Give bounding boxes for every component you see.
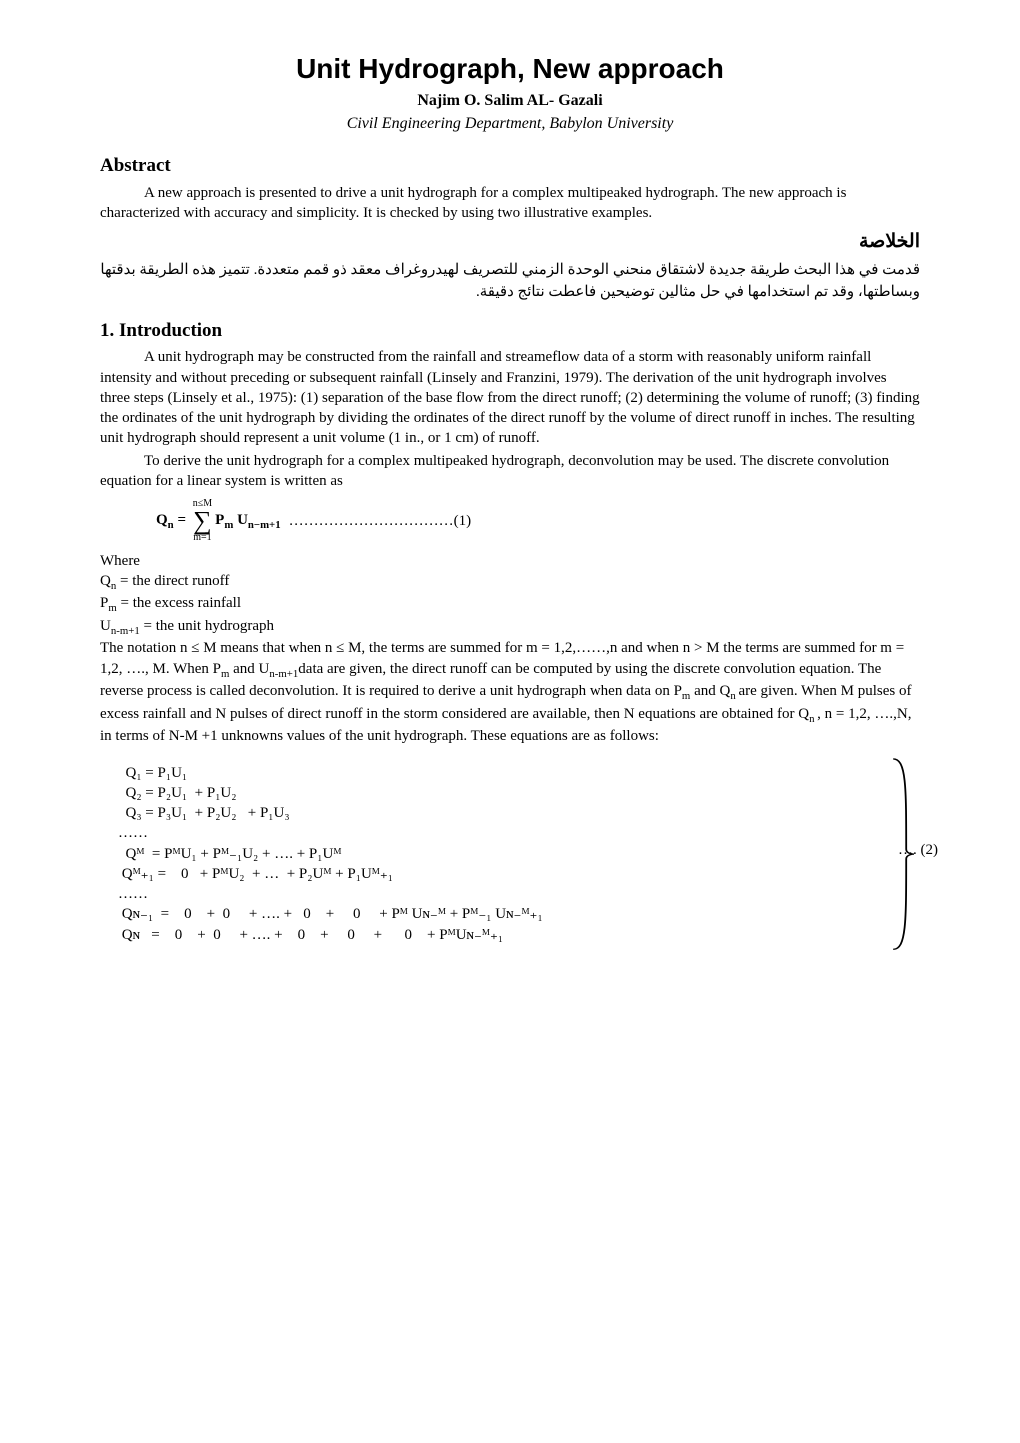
- affiliation-line: Civil Engineering Department, Babylon Un…: [100, 113, 920, 135]
- body2-sub-j: n: [809, 713, 817, 725]
- intro-paragraph-2: To derive the unit hydrograph for a comp…: [100, 451, 920, 492]
- where-line-2: Pm = the excess rainfall: [100, 593, 920, 616]
- eq1-lhs-sub: n: [168, 519, 174, 531]
- where-list: Qn = the direct runoff Pm = the excess r…: [100, 571, 920, 639]
- body2-sub-d: n-m+1: [269, 668, 298, 680]
- equation-system-2: Q₁ = P₁U₁ Q₂ = P₂U₁ + P₁U₂ Q₃ = P₃U₁ + P…: [100, 757, 920, 951]
- page-title: Unit Hydrograph, New approach: [100, 50, 920, 88]
- where-line-3: Un-m+1 = the unit hydrograph: [100, 616, 920, 639]
- abstract-body: A new approach is presented to drive a u…: [100, 183, 920, 224]
- system-row-1: Q₁ = P₁U₁: [118, 763, 884, 783]
- eq1-u-sym: U: [237, 512, 248, 528]
- sigma-icon: n≤M ∑ m=1: [193, 499, 212, 542]
- where-p-sub: m: [108, 602, 116, 614]
- where-line-1: Qn = the direct runoff: [100, 571, 920, 594]
- author-line: Najim O. Salim AL- Gazali: [100, 90, 920, 112]
- system-row-3: Q₃ = P₃U₁ + P₂U₂ + P₁U₃: [118, 803, 884, 823]
- body2-seg-g: and Q: [690, 683, 730, 699]
- equation-1-label: ……………………………(1): [289, 511, 472, 531]
- where-p-desc: = the excess rainfall: [117, 595, 241, 611]
- system-row-5: Qᴹ = PᴹU₁ + Pᴹ₋₁U₂ + …. + P₁Uᴹ: [118, 844, 884, 864]
- sigma-symbol: ∑: [193, 509, 212, 532]
- where-label: Where: [100, 551, 920, 571]
- eq1-lhs-sym: Q: [156, 512, 168, 528]
- eq1-u-sub: n−m+1: [248, 519, 281, 531]
- system-row-2: Q₂ = P₂U₁ + P₁U₂: [118, 783, 884, 803]
- equation-2-label: …. (2): [898, 840, 938, 860]
- system-row-6: Qᴹ₊₁ = 0 + PᴹU₂ + … + P₂Uᴹ + P₁Uᴹ₊₁: [118, 864, 884, 884]
- arabic-abstract-body: قدمت في هذا البحث طريقة جديدة لاشتقاق من…: [100, 259, 920, 304]
- eq1-lower-limit: m=1: [193, 533, 211, 543]
- introduction-heading: 1. Introduction: [100, 318, 920, 344]
- where-u-sym: U: [100, 618, 111, 634]
- equation-1: Qn = n≤M ∑ m=1 Pm Un−m+1 ……………………………(1): [156, 499, 920, 542]
- intro-paragraph-1: A unit hydrograph may be constructed fro…: [100, 347, 920, 448]
- body2-seg-c: and U: [229, 661, 269, 677]
- where-u-sub: n-m+1: [111, 625, 140, 637]
- system-row-8: Qɴ₋₁ = 0 + 0 + …. + 0 + 0 + Pᴹ Uɴ₋ᴹ + Pᴹ…: [118, 904, 884, 924]
- abstract-heading: Abstract: [100, 153, 920, 179]
- system-row-7: ……: [118, 884, 884, 904]
- body-paragraph-2: The notation n ≤ M means that when n ≤ M…: [100, 638, 920, 746]
- arabic-abstract-heading: الخلاصة: [100, 229, 920, 255]
- where-q-desc: = the direct runoff: [116, 573, 229, 589]
- where-q-sym: Q: [100, 573, 111, 589]
- where-u-desc: = the unit hydrograph: [140, 618, 274, 634]
- system-row-4: ……: [118, 823, 884, 843]
- equation-1-content: Qn = n≤M ∑ m=1 Pm Un−m+1: [156, 499, 281, 542]
- eq1-p-sym: P: [215, 512, 224, 528]
- system-row-9: Qɴ = 0 + 0 + …. + 0 + 0 + 0 + PᴹUɴ₋ᴹ₊₁: [118, 925, 884, 945]
- eq1-p-sub: m: [224, 519, 233, 531]
